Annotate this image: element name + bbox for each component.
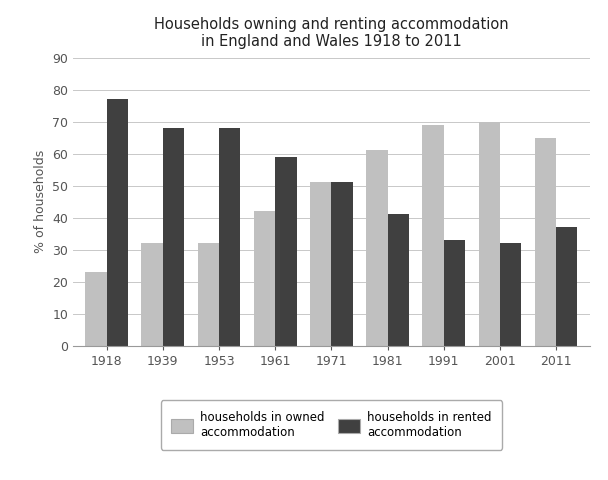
Bar — [254, 211, 275, 346]
Bar — [85, 272, 106, 346]
Y-axis label: % of households: % of households — [33, 150, 47, 253]
Bar — [478, 121, 500, 346]
Bar — [331, 182, 353, 346]
Bar — [366, 150, 387, 346]
Bar — [310, 182, 331, 346]
Bar — [556, 227, 578, 346]
Bar — [142, 243, 163, 346]
Bar — [219, 128, 240, 346]
Bar — [275, 157, 297, 346]
Bar — [500, 243, 521, 346]
Bar — [444, 240, 465, 346]
Bar — [423, 125, 444, 346]
Bar — [534, 138, 556, 346]
Bar — [163, 128, 184, 346]
Legend: households in owned
accommodation, households in rented
accommodation: households in owned accommodation, house… — [161, 400, 502, 450]
Bar — [387, 215, 409, 346]
Bar — [106, 99, 128, 346]
Title: Households owning and renting accommodation
in England and Wales 1918 to 2011: Households owning and renting accommodat… — [154, 17, 509, 49]
Bar — [198, 243, 219, 346]
